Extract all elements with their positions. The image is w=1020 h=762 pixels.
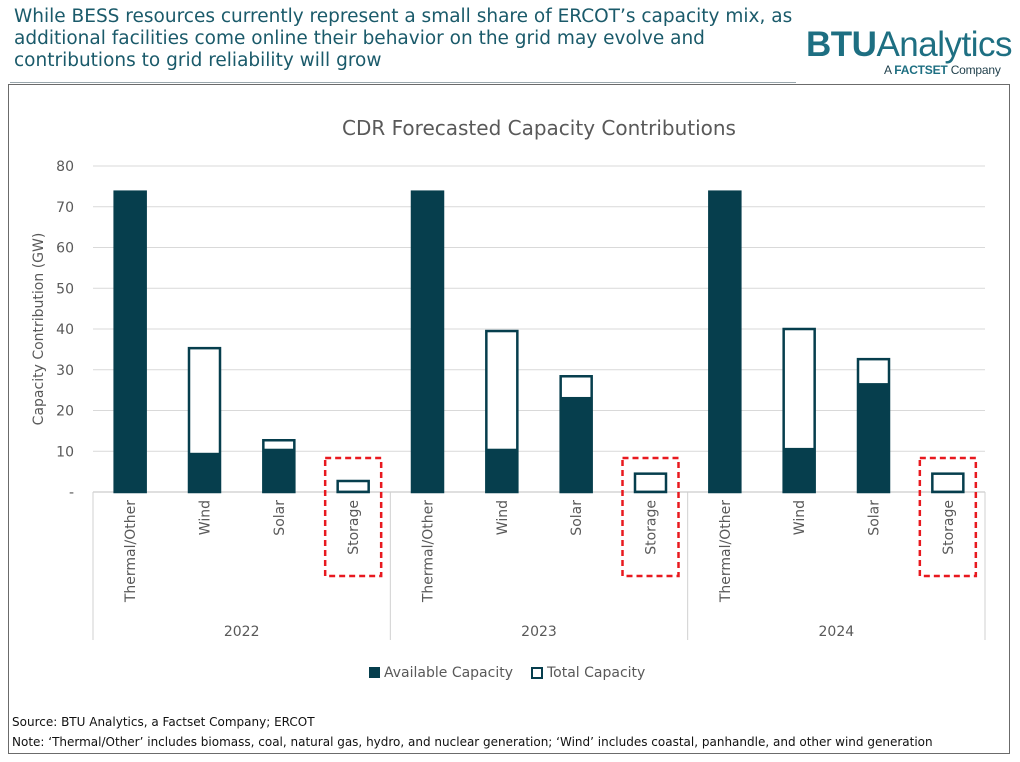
x-group-label: 2023 <box>521 624 557 640</box>
bar-total-storage-2024 <box>931 472 965 494</box>
headline-divider <box>10 82 796 83</box>
logo-sub-suffix: Company <box>947 63 1001 77</box>
x-category-label: Storage <box>644 500 660 555</box>
y-tick-label: 30 <box>56 363 74 379</box>
btu-analytics-logo: BTUAnalytics <box>806 26 1012 64</box>
logo-subtitle: A FACTSET Company <box>884 63 1001 77</box>
storage-highlight-box <box>323 456 383 578</box>
y-tick-label: 20 <box>56 404 74 420</box>
legend-swatch-available <box>369 667 380 678</box>
x-category-label: Solar <box>867 500 883 536</box>
x-category-label: Storage <box>346 500 362 555</box>
bar-total-storage-2022 <box>336 479 370 494</box>
bar-available-solar-2024 <box>857 383 890 493</box>
bar-available-storage-2022 <box>337 490 370 493</box>
x-category-label: Wind <box>198 500 214 535</box>
y-tick-label: 40 <box>56 322 74 338</box>
y-axis-label: Capacity Contribution (GW) <box>31 233 47 426</box>
bar-available-solar-2022 <box>262 448 295 493</box>
x-category-label: Storage <box>941 500 957 555</box>
logo-sub-prefix: A <box>884 63 895 77</box>
y-tick-label: 80 <box>56 159 74 175</box>
bar-available-thermal-other-2023 <box>411 191 444 493</box>
x-category-label: Thermal/Other <box>421 500 437 603</box>
legend-swatch-total <box>531 667 543 679</box>
chart-frame <box>8 84 1010 754</box>
y-tick-label: 50 <box>56 281 74 297</box>
x-category-label: Thermal/Other <box>718 500 734 603</box>
bar-available-thermal-other-2024 <box>708 191 741 493</box>
y-tick-label: - <box>69 485 74 501</box>
y-tick-label: 70 <box>56 200 74 216</box>
x-group-label: 2024 <box>819 624 855 640</box>
y-tick-label: 60 <box>56 241 74 257</box>
footer-note: Note: ‘Thermal/Other’ includes biomass, … <box>12 735 933 749</box>
bar-available-solar-2023 <box>560 396 593 493</box>
bar-available-storage-2024 <box>931 490 964 493</box>
x-group-label: 2022 <box>224 624 260 640</box>
x-category-label: Wind <box>792 500 808 535</box>
bar-available-wind-2024 <box>783 447 816 493</box>
chart-title: CDR Forecasted Capacity Contributions <box>342 116 736 140</box>
logo-factset-text: FACTSET <box>894 63 948 77</box>
footer-source: Source: BTU Analytics, a Factset Company… <box>12 715 315 729</box>
legend-label-total: Total Capacity <box>546 665 645 681</box>
bar-available-storage-2023 <box>634 490 667 493</box>
storage-highlight-box <box>918 456 978 578</box>
bar-total-storage-2023 <box>633 472 668 494</box>
logo-btu-text: BTU <box>806 25 877 64</box>
x-category-label: Wind <box>495 500 511 535</box>
storage-highlight-box <box>621 456 680 578</box>
y-tick-label: 10 <box>56 444 74 460</box>
x-category-label: Solar <box>569 500 585 536</box>
logo-analytics-text: Analytics <box>876 25 1012 64</box>
x-category-label: Thermal/Other <box>123 500 139 603</box>
x-category-label: Solar <box>272 500 288 536</box>
bar-available-wind-2023 <box>485 448 518 493</box>
bar-available-wind-2022 <box>188 452 221 493</box>
legend-label-available: Available Capacity <box>384 665 513 681</box>
bar-available-thermal-other-2022 <box>114 191 147 493</box>
headline: While BESS resources currently represent… <box>14 6 793 71</box>
